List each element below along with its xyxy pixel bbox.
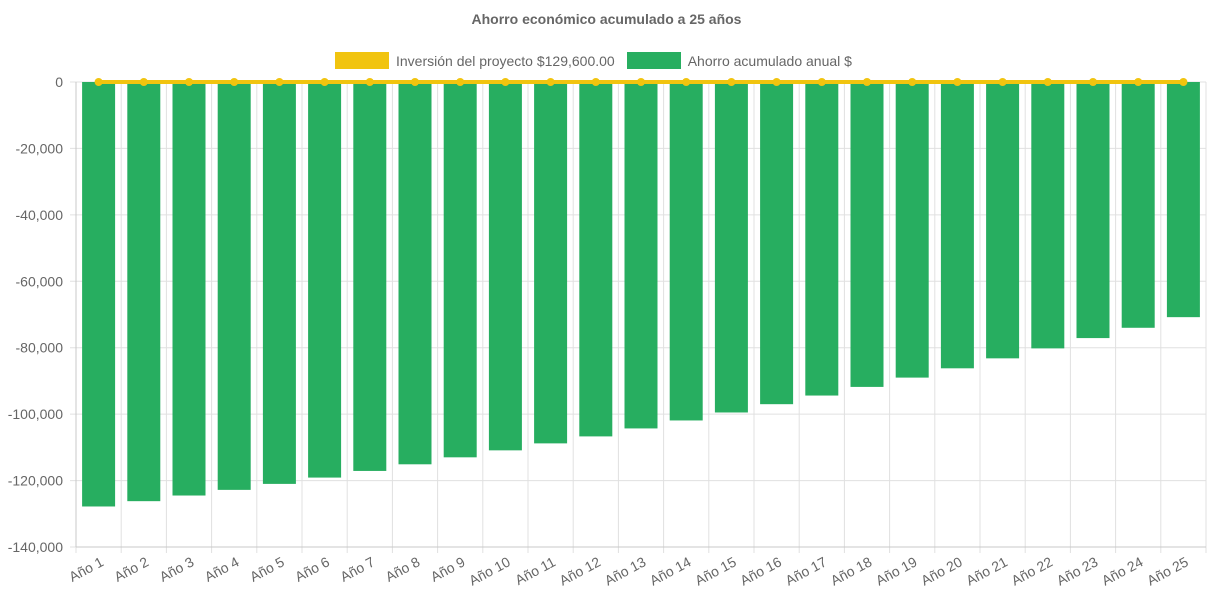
y-tick-label: 0 xyxy=(55,74,63,90)
bar[interactable] xyxy=(669,82,703,421)
investment-point[interactable] xyxy=(637,78,645,86)
x-tick-label: Año 16 xyxy=(737,553,784,588)
x-tick-label: Año 24 xyxy=(1099,553,1146,588)
bar[interactable] xyxy=(1076,82,1110,339)
bar[interactable] xyxy=(714,82,748,413)
investment-point[interactable] xyxy=(546,78,555,86)
bars xyxy=(82,82,1200,507)
bar[interactable] xyxy=(850,82,884,387)
x-tick-label: Año 14 xyxy=(647,553,694,588)
investment-point[interactable] xyxy=(1043,78,1052,86)
bar[interactable] xyxy=(127,82,161,502)
bar[interactable] xyxy=(579,82,613,437)
x-tick-label: Año 3 xyxy=(157,553,197,584)
bar[interactable] xyxy=(534,82,568,444)
y-tick-label: -60,000 xyxy=(16,273,64,289)
x-tick-label: Año 10 xyxy=(466,553,513,588)
x-tick-label: Año 11 xyxy=(512,553,558,588)
y-tick-label: -140,000 xyxy=(8,539,63,555)
bar[interactable] xyxy=(895,82,929,378)
y-tick-label: -40,000 xyxy=(16,207,64,223)
bar[interactable] xyxy=(760,82,794,405)
bar[interactable] xyxy=(488,82,522,451)
legend-label-savings: Ahorro acumulado anual $ xyxy=(687,52,852,69)
y-tick-label: -120,000 xyxy=(8,473,63,489)
investment-point[interactable] xyxy=(1089,78,1097,86)
investment-point[interactable] xyxy=(1179,78,1188,86)
investment-point[interactable] xyxy=(727,78,736,86)
investment-point[interactable] xyxy=(411,78,419,86)
x-tick-label: Año 21 xyxy=(963,553,1010,588)
bar[interactable] xyxy=(262,82,296,484)
investment-point[interactable] xyxy=(863,78,871,86)
x-tick-label: Año 6 xyxy=(292,553,332,584)
investment-point[interactable] xyxy=(953,78,962,86)
x-axis-ticks: Año 1 Año 2 Año 3 Año 4 Año 5 Año 6 Año 7 Año 8… xyxy=(66,553,1191,588)
investment-point[interactable] xyxy=(275,78,284,86)
bar[interactable] xyxy=(1166,82,1200,318)
x-tick-label: Año 5 xyxy=(247,553,287,584)
investment-point[interactable] xyxy=(185,78,193,86)
bar[interactable] xyxy=(1121,82,1155,328)
investment-point[interactable] xyxy=(772,78,781,86)
investment-point[interactable] xyxy=(139,78,148,86)
investment-point[interactable] xyxy=(501,78,510,86)
legend-swatch-investment xyxy=(335,52,389,69)
legend-item-savings[interactable]: Ahorro acumulado anual $ xyxy=(626,52,852,69)
x-tick-label: Año 7 xyxy=(337,553,377,584)
bar[interactable] xyxy=(172,82,206,496)
investment-point[interactable] xyxy=(320,78,329,86)
x-tick-label: Año 23 xyxy=(1054,553,1101,588)
x-tick-label: Año 22 xyxy=(1009,553,1056,588)
x-tick-label: Año 13 xyxy=(602,553,649,588)
chart-title: Ahorro económico acumulado a 25 años xyxy=(471,11,742,27)
legend-label-investment: Inversión del proyecto $129,600.00 xyxy=(396,52,615,69)
bar[interactable] xyxy=(308,82,342,478)
x-tick-label: Año 17 xyxy=(783,553,830,588)
legend-swatch-savings xyxy=(626,52,681,69)
bar[interactable] xyxy=(82,82,116,507)
investment-point[interactable] xyxy=(908,78,917,86)
y-tick-label: -20,000 xyxy=(16,140,64,156)
x-tick-label: Año 4 xyxy=(202,553,242,584)
investment-point[interactable] xyxy=(591,78,600,86)
investment-point[interactable] xyxy=(1134,78,1143,86)
x-tick-label: Año 2 xyxy=(111,553,151,584)
investment-point[interactable] xyxy=(817,78,826,86)
bar[interactable] xyxy=(940,82,974,369)
bar[interactable] xyxy=(805,82,839,396)
investment-point[interactable] xyxy=(682,78,691,86)
investment-point[interactable] xyxy=(998,78,1007,86)
legend-item-investment[interactable]: Inversión del proyecto $129,600.00 xyxy=(335,52,615,69)
bar[interactable] xyxy=(443,82,477,458)
bar[interactable] xyxy=(353,82,387,471)
bar[interactable] xyxy=(1031,82,1065,349)
x-tick-label: Año 8 xyxy=(383,553,423,584)
bar[interactable] xyxy=(217,82,251,490)
investment-point[interactable] xyxy=(365,78,374,86)
bar[interactable] xyxy=(624,82,658,429)
legend: Inversión del proyecto $129,600.00 Ahorr… xyxy=(335,52,864,69)
y-tick-label: -100,000 xyxy=(8,406,63,422)
x-tick-label: Año 18 xyxy=(828,553,875,588)
x-tick-label: Año 25 xyxy=(1144,553,1191,588)
x-tick-label: Año 20 xyxy=(918,553,965,588)
y-axis-ticks: 0 -20,000 -40,000 -60,000 -80,000 -100,000 -12… xyxy=(8,74,63,555)
y-tick-label: -80,000 xyxy=(16,340,64,356)
bar[interactable] xyxy=(986,82,1020,359)
investment-point[interactable] xyxy=(94,78,103,86)
x-tick-label: Año 1 xyxy=(66,553,106,584)
investment-point[interactable] xyxy=(456,78,465,86)
investment-point[interactable] xyxy=(230,78,239,86)
investment-line xyxy=(94,78,1188,86)
x-tick-label: Año 9 xyxy=(428,553,468,584)
x-tick-label: Año 19 xyxy=(873,553,920,588)
x-tick-label: Año 12 xyxy=(557,553,604,588)
bar[interactable] xyxy=(398,82,432,465)
x-tick-label: Año 15 xyxy=(692,553,739,588)
